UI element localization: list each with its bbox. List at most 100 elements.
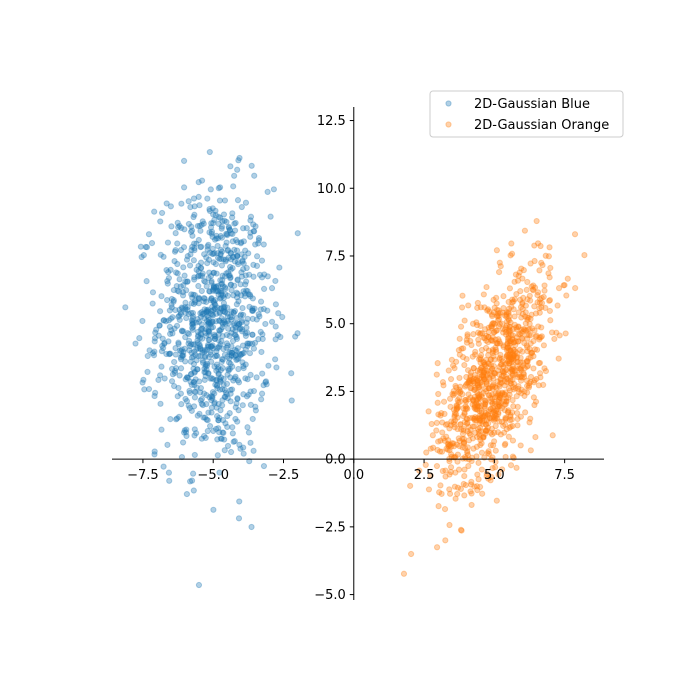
data-point — [208, 375, 215, 382]
data-point — [189, 321, 196, 328]
data-point — [234, 276, 241, 283]
data-point — [205, 308, 212, 315]
data-point — [515, 385, 522, 392]
data-point — [488, 425, 495, 432]
data-point — [515, 388, 523, 395]
data-point — [245, 429, 253, 436]
data-point — [196, 410, 203, 417]
data-point — [477, 356, 484, 363]
y-tick-label: −2.5 — [314, 520, 346, 535]
data-point — [246, 340, 253, 347]
data-point — [221, 308, 228, 315]
data-point — [155, 376, 162, 383]
data-point — [185, 310, 192, 318]
data-point — [508, 351, 515, 359]
data-point — [122, 304, 129, 311]
data-point — [262, 379, 269, 386]
data-point — [473, 319, 480, 326]
data-point — [491, 429, 498, 436]
data-point — [482, 397, 489, 404]
data-point — [458, 345, 465, 352]
data-point — [238, 317, 245, 324]
data-point — [485, 385, 492, 392]
data-point — [230, 438, 237, 445]
data-point — [250, 228, 257, 235]
data-point — [470, 364, 477, 372]
data-point — [199, 335, 206, 342]
data-point — [433, 544, 441, 551]
data-point — [482, 385, 489, 393]
data-point — [482, 430, 489, 437]
data-point — [215, 425, 222, 432]
data-point — [209, 393, 216, 400]
data-point — [470, 331, 477, 338]
data-point — [144, 352, 151, 360]
data-point — [196, 344, 204, 352]
data-point — [453, 411, 460, 418]
data-point — [476, 384, 483, 391]
data-point — [183, 256, 191, 263]
data-point — [215, 220, 222, 227]
data-point — [191, 432, 198, 439]
data-point — [489, 346, 496, 353]
data-point — [523, 358, 530, 365]
data-point — [478, 392, 485, 399]
data-point — [509, 371, 516, 378]
data-point — [466, 377, 473, 385]
data-point — [240, 365, 247, 372]
data-point — [448, 356, 455, 363]
data-point — [233, 335, 241, 342]
data-point — [188, 354, 196, 361]
data-point — [454, 397, 461, 404]
data-point — [188, 291, 195, 298]
data-point — [207, 343, 214, 350]
data-point — [195, 581, 203, 589]
data-point — [192, 351, 199, 358]
data-point — [536, 309, 543, 316]
data-point — [519, 335, 526, 342]
data-point — [204, 427, 211, 435]
data-point — [171, 325, 178, 332]
data-point — [519, 300, 526, 307]
data-point — [468, 501, 475, 509]
data-point — [508, 240, 515, 247]
data-point — [193, 346, 200, 353]
data-point — [506, 353, 514, 360]
data-point — [201, 251, 208, 258]
data-point — [489, 465, 496, 472]
data-point — [202, 434, 209, 441]
data-point — [527, 297, 534, 304]
data-point — [207, 375, 214, 382]
data-point — [467, 379, 474, 387]
data-point — [513, 291, 520, 298]
data-point — [201, 315, 208, 322]
data-point — [489, 400, 497, 407]
data-point — [167, 416, 174, 423]
data-point — [463, 416, 471, 423]
data-point — [168, 301, 175, 308]
data-point — [233, 320, 241, 327]
data-point — [216, 327, 224, 334]
data-point — [206, 394, 213, 401]
data-point — [498, 404, 506, 412]
data-point — [197, 389, 204, 396]
data-point — [446, 425, 453, 432]
data-point — [136, 335, 143, 342]
data-point — [510, 383, 517, 391]
data-point — [219, 332, 226, 340]
data-point — [260, 241, 267, 248]
data-point — [509, 336, 516, 343]
data-point — [527, 447, 534, 454]
data-point — [447, 422, 454, 429]
data-point — [161, 375, 168, 382]
data-point — [175, 288, 183, 295]
data-point — [143, 278, 150, 285]
data-point — [149, 300, 156, 307]
data-point — [493, 294, 500, 301]
data-point — [221, 351, 229, 358]
data-point — [220, 256, 227, 263]
data-point — [471, 415, 478, 423]
data-point — [488, 324, 495, 332]
data-point — [467, 394, 474, 401]
data-point — [518, 377, 525, 384]
